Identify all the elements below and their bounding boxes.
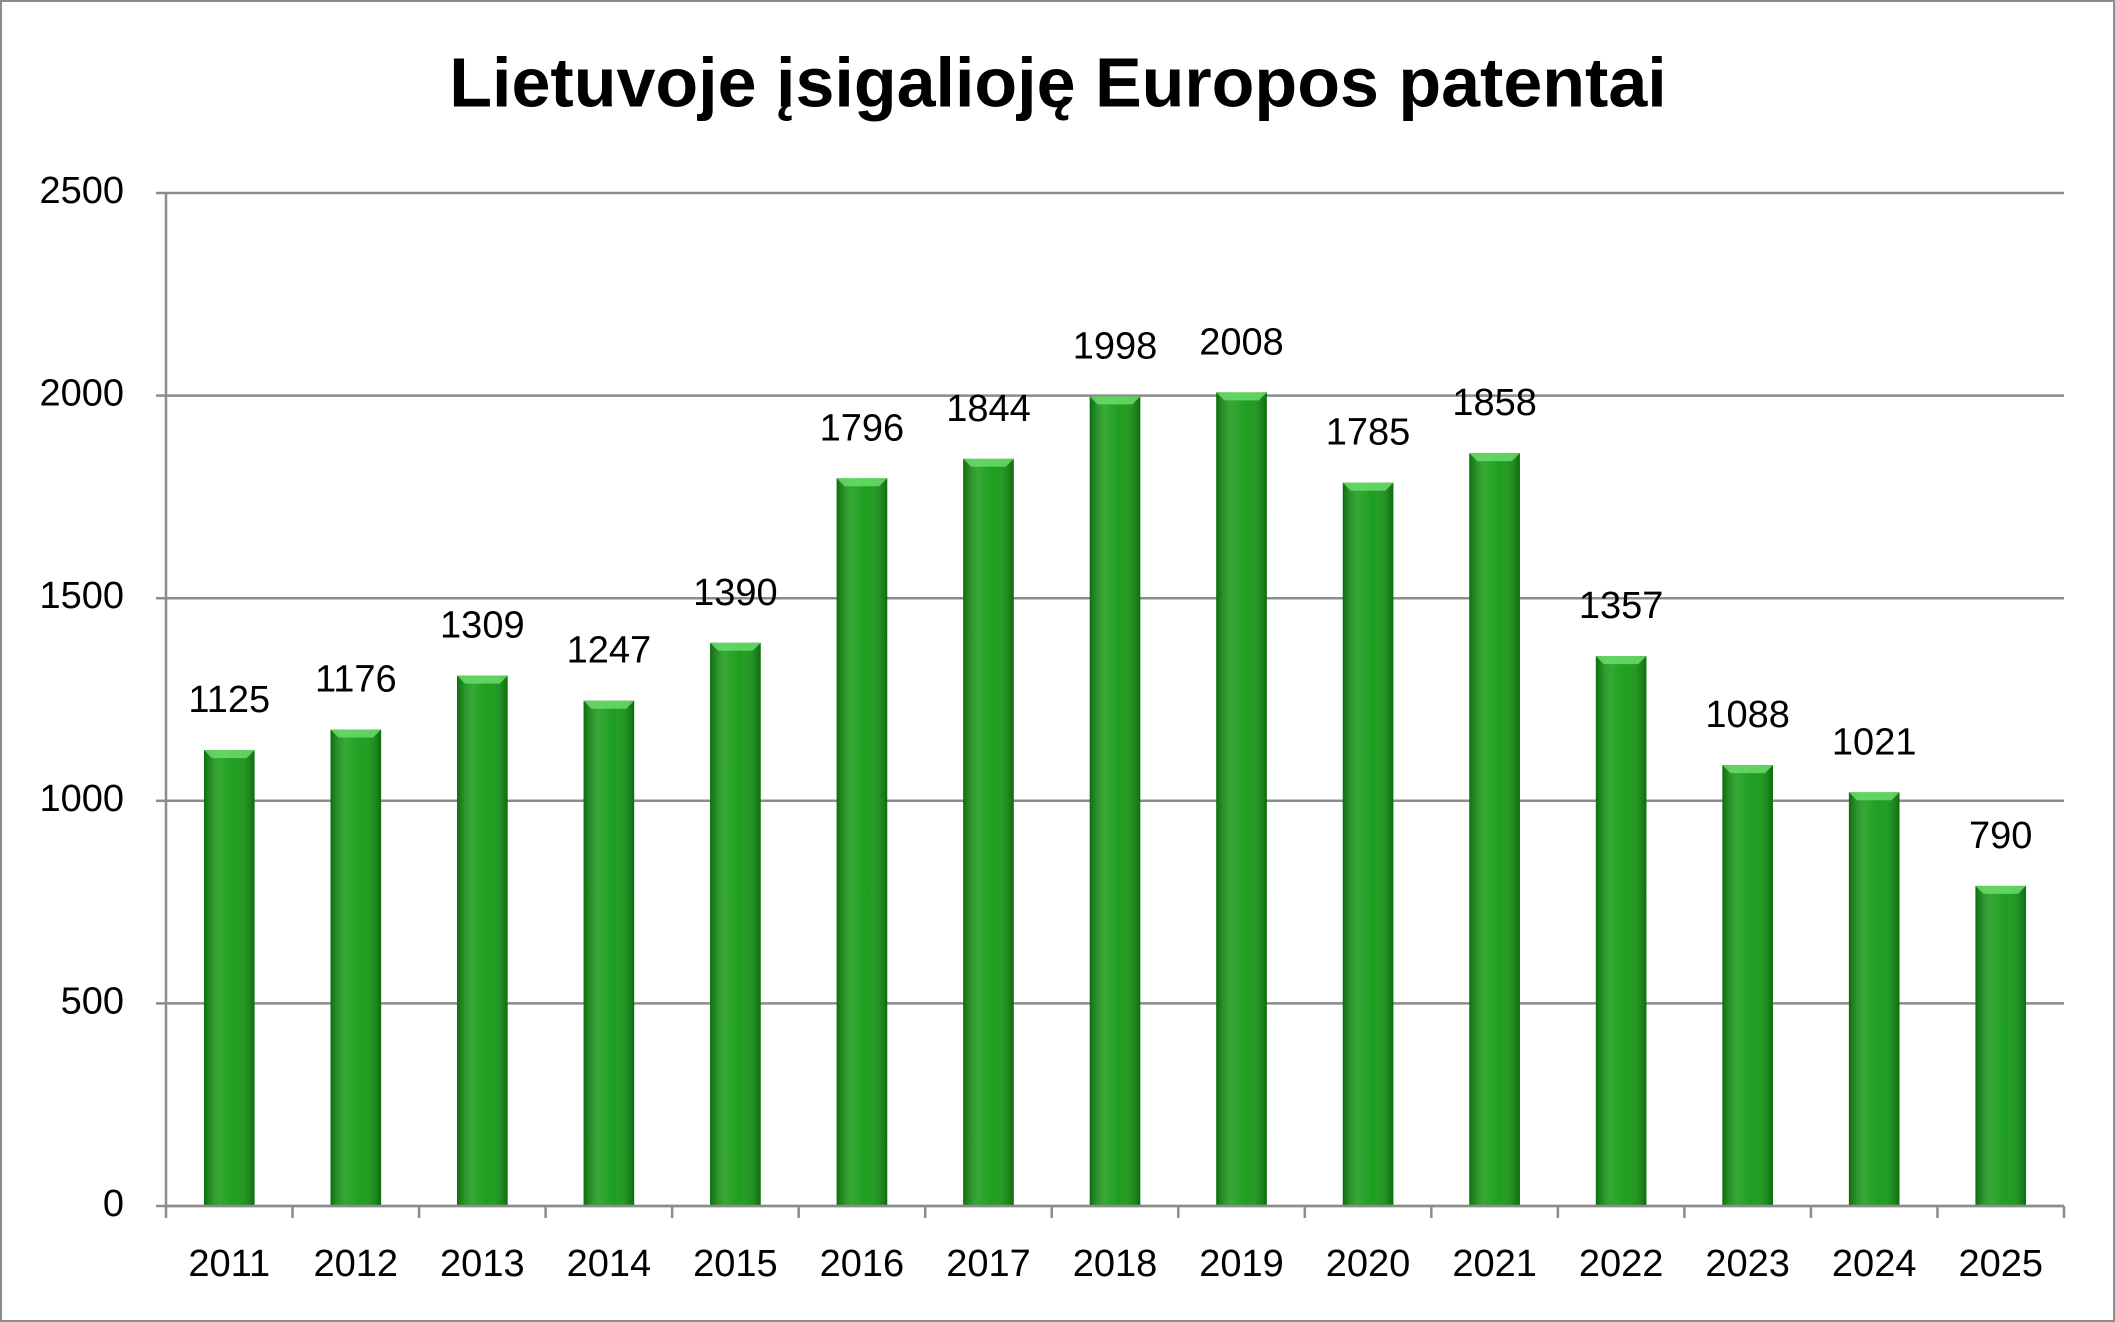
bar-shine	[963, 458, 1014, 1207]
data-label: 1247	[567, 630, 652, 672]
chart-title: Lietuvoje įsigalioję Europos patentai	[449, 43, 1666, 121]
y-tick-label: 2500	[39, 170, 124, 212]
bar-bevel	[330, 729, 382, 738]
bar-shine	[457, 675, 508, 1206]
bar-bevel	[457, 675, 508, 684]
x-tick-label: 2023	[1705, 1243, 1790, 1285]
bar-bevel	[1342, 482, 1394, 491]
x-tick-label: 2016	[820, 1243, 905, 1285]
bar-shine	[1722, 765, 1773, 1206]
x-tick-label: 2022	[1579, 1243, 1664, 1285]
data-label: 1998	[1073, 325, 1158, 367]
bar-shine	[1595, 656, 1647, 1206]
data-label: 1125	[188, 679, 270, 721]
bar-shine	[1469, 453, 1520, 1206]
data-label: 1844	[946, 388, 1031, 430]
bar-shine	[583, 700, 635, 1206]
bar-bevel	[1089, 396, 1141, 405]
bar-bevel	[710, 642, 761, 651]
bar-bevel	[203, 750, 255, 759]
data-label: 1357	[1579, 585, 1664, 627]
bar-bevel	[836, 478, 888, 487]
data-label: 1176	[315, 659, 397, 701]
bar-shine	[330, 729, 382, 1206]
data-label: 1309	[440, 605, 525, 647]
x-tick-label: 2020	[1326, 1243, 1411, 1285]
x-tick-label: 2019	[1199, 1243, 1284, 1285]
bar-bevel	[1975, 885, 2027, 894]
bar-shine	[1216, 392, 1267, 1206]
y-tick-label: 1500	[39, 575, 124, 617]
bar-shine	[1975, 885, 2027, 1206]
bar-shine	[203, 750, 255, 1206]
data-label: 790	[1969, 815, 2032, 857]
data-label: 1858	[1452, 382, 1537, 424]
x-tick-label: 2018	[1073, 1243, 1158, 1285]
bar-shine	[710, 642, 761, 1206]
x-tick-label: 2017	[946, 1243, 1031, 1285]
y-tick-label: 1000	[39, 778, 124, 820]
bar-bevel	[1469, 453, 1520, 462]
bar-bevel	[1722, 765, 1773, 774]
x-tick-label: 2025	[1958, 1243, 2043, 1285]
x-tick-label: 2021	[1452, 1243, 1537, 1285]
data-label: 2008	[1199, 321, 1284, 363]
bar-bevel	[583, 700, 635, 709]
x-tick-label: 2012	[314, 1243, 399, 1285]
y-tick-label: 0	[103, 1183, 124, 1225]
x-tick-label: 2015	[693, 1243, 778, 1285]
data-label: 1088	[1705, 694, 1790, 736]
y-tick-label: 500	[61, 980, 124, 1022]
bar-bevel	[1216, 392, 1267, 401]
bar-shine	[1342, 482, 1394, 1206]
data-label: 1021	[1832, 721, 1917, 763]
x-tick-label: 2013	[440, 1243, 525, 1285]
data-label: 1785	[1326, 412, 1411, 454]
bar-shine	[1089, 396, 1141, 1206]
x-tick-label: 2011	[188, 1243, 270, 1285]
y-tick-label: 2000	[39, 373, 124, 415]
data-label: 1390	[693, 572, 778, 614]
bar-bevel	[1848, 792, 1900, 801]
x-tick-label: 2024	[1832, 1243, 1917, 1285]
bar-shine	[836, 478, 888, 1206]
bar-bevel	[963, 458, 1014, 467]
data-label: 1796	[820, 407, 905, 449]
bar-shine	[1848, 792, 1900, 1206]
x-tick-label: 2014	[567, 1243, 652, 1285]
bar-bevel	[1595, 656, 1647, 665]
